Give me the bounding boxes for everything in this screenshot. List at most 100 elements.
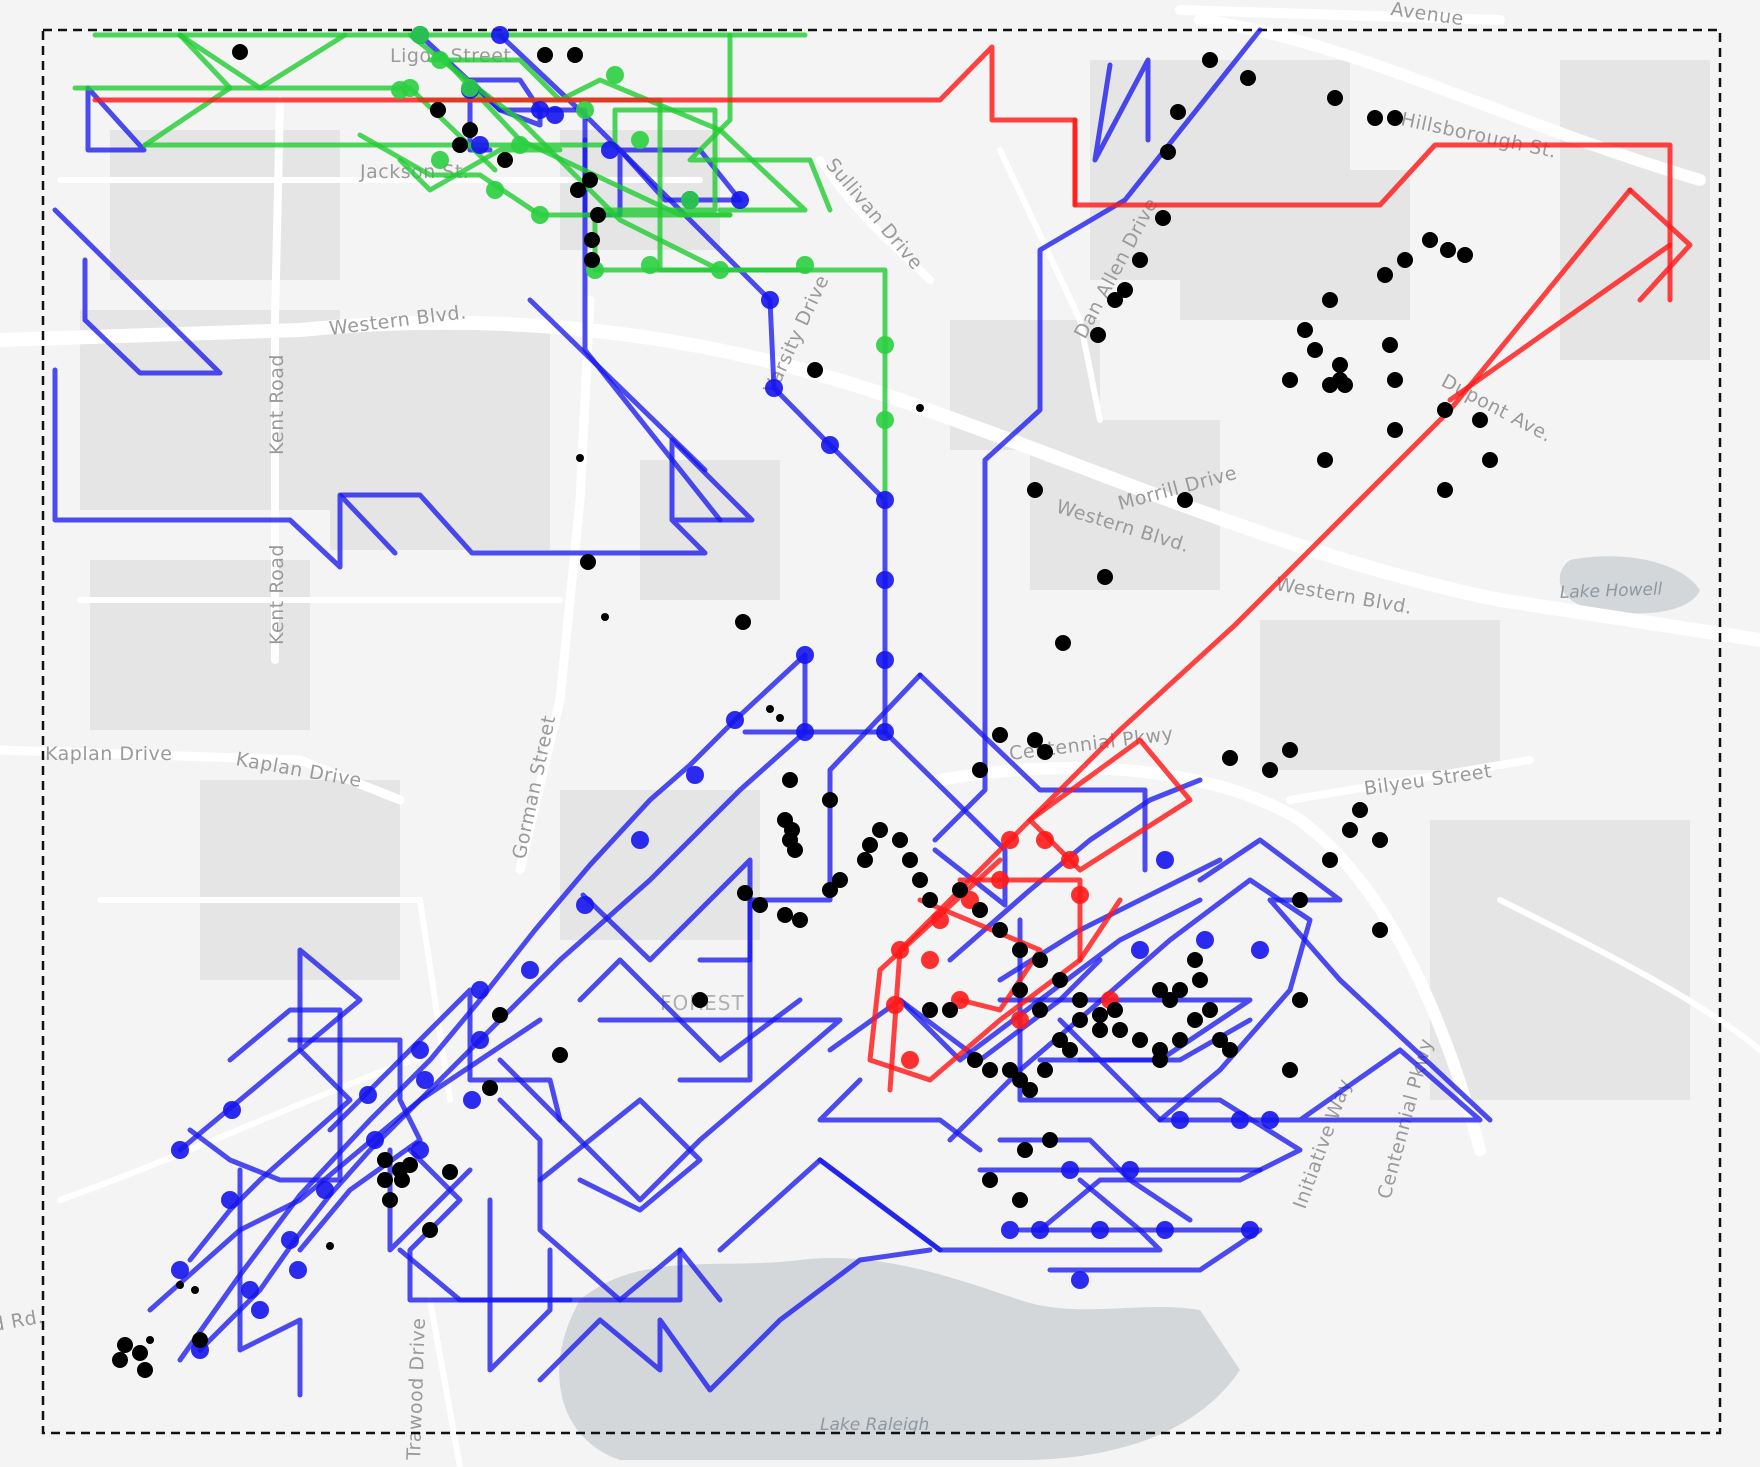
stop-point[interactable] [1037, 744, 1053, 760]
blue-marker[interactable] [1031, 1221, 1049, 1239]
stop-point[interactable] [952, 882, 968, 898]
stop-point[interactable] [777, 907, 793, 923]
stop-point[interactable] [752, 897, 768, 913]
stop-point[interactable] [872, 822, 888, 838]
blue-marker[interactable] [796, 646, 814, 664]
stop-point[interactable] [1132, 252, 1148, 268]
red-marker[interactable] [1011, 1011, 1029, 1029]
red-marker[interactable] [1001, 831, 1019, 849]
stop-point[interactable] [735, 614, 751, 630]
stop-point[interactable] [1307, 342, 1323, 358]
stop-point[interactable] [1012, 1192, 1028, 1208]
stop-point[interactable] [1387, 372, 1403, 388]
stop-point[interactable] [1322, 292, 1338, 308]
blue-marker[interactable] [1171, 1111, 1189, 1129]
blue-marker[interactable] [1156, 1221, 1174, 1239]
blue-route-10[interactable] [932, 27, 1263, 843]
stop-point[interactable] [570, 182, 586, 198]
blue-route-37[interactable] [287, 1037, 423, 1253]
blue-marker[interactable] [521, 961, 539, 979]
red-route-4[interactable] [887, 187, 1633, 1093]
green-marker[interactable] [631, 131, 649, 149]
stop-point[interactable] [807, 362, 823, 378]
green-route-10[interactable] [427, 57, 808, 213]
red-marker[interactable] [886, 996, 904, 1014]
stop-point[interactable] [787, 842, 803, 858]
stop-point[interactable] [942, 1002, 958, 1018]
stop-point[interactable] [132, 1345, 148, 1361]
stop-point[interactable] [117, 1337, 133, 1353]
stop-point[interactable] [394, 1172, 410, 1188]
stop-point[interactable] [1177, 492, 1193, 508]
stop-point[interactable] [1170, 104, 1186, 120]
blue-marker[interactable] [251, 1301, 269, 1319]
blue-route-43[interactable] [577, 957, 803, 1063]
red-marker[interactable] [901, 1051, 919, 1069]
stop-point[interactable] [1317, 452, 1333, 468]
stop-point[interactable] [1117, 282, 1133, 298]
stop-point[interactable] [1282, 1062, 1298, 1078]
blue-route-49[interactable] [1037, 1017, 1253, 1063]
blue-marker[interactable] [601, 141, 619, 159]
green-marker[interactable] [486, 181, 504, 199]
stop-point[interactable] [1012, 942, 1028, 958]
red-route-5[interactable] [1447, 242, 1673, 403]
stop-point[interactable] [1482, 452, 1498, 468]
green-marker[interactable] [711, 261, 729, 279]
stop-point[interactable] [1262, 762, 1278, 778]
blue-marker[interactable] [241, 1281, 259, 1299]
stop-point[interactable] [1097, 569, 1113, 585]
red-marker[interactable] [921, 951, 939, 969]
blue-route-40[interactable] [327, 987, 563, 1133]
blue-marker[interactable] [546, 106, 564, 124]
green-marker[interactable] [411, 26, 429, 44]
blue-route-34[interactable] [297, 947, 363, 1053]
stop-point[interactable] [1297, 322, 1313, 338]
route-blue-layer[interactable] [52, 27, 1493, 1398]
stop-point[interactable] [1377, 267, 1393, 283]
green-marker[interactable] [576, 101, 594, 119]
blue-route-39[interactable] [237, 1167, 303, 1398]
green-route-4[interactable] [177, 32, 348, 91]
stop-point[interactable] [857, 852, 873, 868]
stop-point[interactable] [567, 47, 583, 63]
stop-point[interactable] [1212, 1032, 1228, 1048]
stop-point[interactable] [1437, 482, 1453, 498]
stop-point[interactable] [497, 152, 513, 168]
stop-point[interactable] [1162, 992, 1178, 1008]
stop-point[interactable] [462, 122, 478, 138]
blue-marker[interactable] [1061, 1161, 1079, 1179]
stop-point[interactable] [442, 1164, 458, 1180]
stop-points[interactable] [112, 44, 1498, 1378]
green-marker[interactable] [511, 136, 529, 154]
stop-point[interactable] [792, 912, 808, 928]
stop-point[interactable] [1397, 252, 1413, 268]
stop-point[interactable] [1222, 750, 1238, 766]
stop-point[interactable] [1440, 242, 1456, 258]
stop-point[interactable] [692, 992, 708, 1008]
stop-point[interactable] [1172, 982, 1188, 998]
stop-point[interactable] [382, 1192, 398, 1208]
blue-route-14[interactable] [177, 652, 808, 1363]
stop-point[interactable] [1322, 377, 1338, 393]
stop-point[interactable] [482, 1080, 498, 1096]
blue-marker[interactable] [1091, 1221, 1109, 1239]
stop-point[interactable] [137, 1362, 153, 1378]
stop-point-small[interactable] [576, 454, 584, 462]
green-marker[interactable] [876, 411, 894, 429]
stop-point[interactable] [922, 892, 938, 908]
stop-point[interactable] [1202, 52, 1218, 68]
red-marker[interactable] [891, 941, 909, 959]
stop-point[interactable] [982, 1172, 998, 1188]
stop-point-small[interactable] [916, 404, 924, 412]
red-route-8[interactable] [917, 897, 1043, 1013]
stop-point[interactable] [112, 1352, 128, 1368]
stop-point[interactable] [992, 727, 1008, 743]
stop-point[interactable] [1027, 732, 1043, 748]
blue-marker[interactable] [1251, 941, 1269, 959]
blue-route-26[interactable] [947, 877, 1313, 1143]
green-route-11[interactable] [687, 32, 833, 213]
blue-marker[interactable] [1071, 1271, 1089, 1289]
stop-point[interactable] [1112, 1022, 1128, 1038]
stop-point[interactable] [912, 872, 928, 888]
